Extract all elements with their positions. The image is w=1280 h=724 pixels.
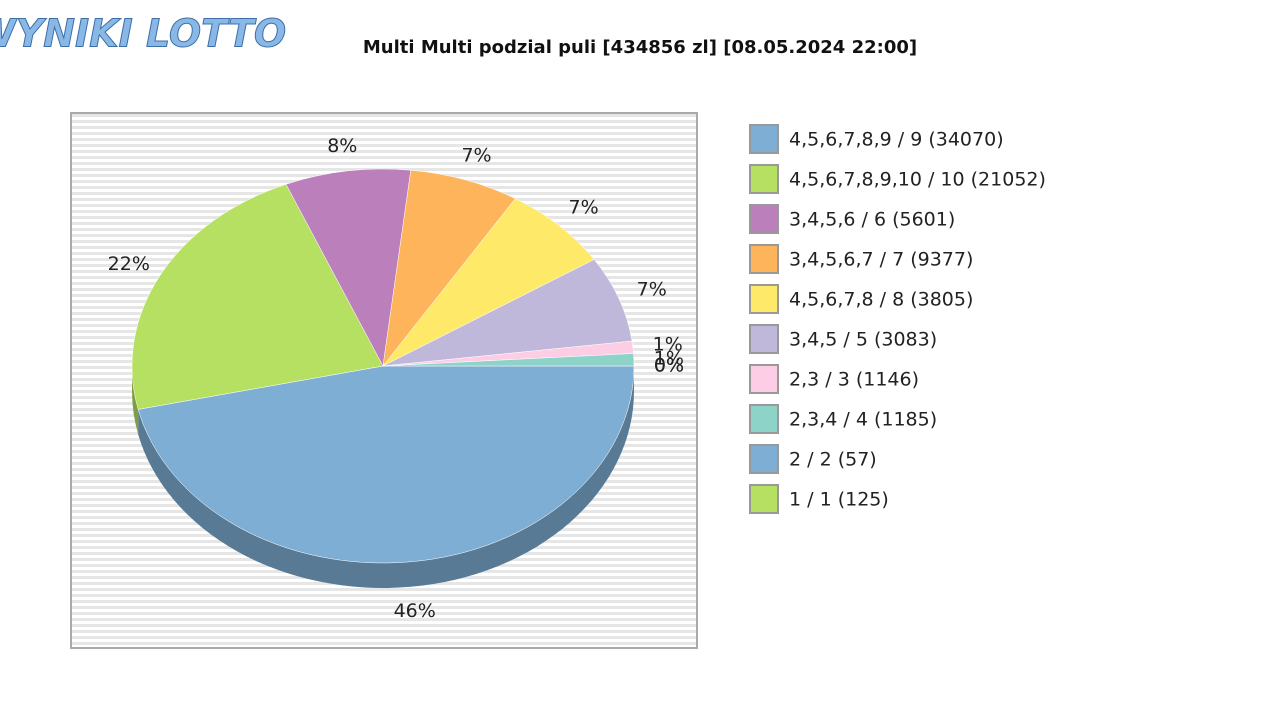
- slice-label: 46%: [394, 600, 436, 622]
- legend-swatch: [749, 124, 779, 154]
- legend-swatch: [749, 284, 779, 314]
- slice-label: 0%: [654, 355, 684, 377]
- chart-title: Multi Multi podzial puli [434856 zl] [08…: [363, 37, 917, 58]
- legend-swatch: [749, 364, 779, 394]
- slice-label: 22%: [108, 253, 150, 275]
- slice-label: 1%: [653, 333, 683, 355]
- legend-label: 4,5,6,7,8,9 / 9 (34070): [789, 129, 1004, 151]
- legend-swatch: [749, 484, 779, 514]
- slice: [382, 169, 516, 367]
- slice-label: 0%: [654, 355, 684, 377]
- slice: [382, 353, 635, 367]
- legend-swatch: [749, 404, 779, 434]
- legend-label: 2,3 / 3 (1146): [789, 369, 919, 391]
- slice: [382, 198, 595, 367]
- legend-swatch: [749, 244, 779, 274]
- slice-label: 7%: [461, 145, 491, 167]
- legend-swatch: [749, 164, 779, 194]
- logo: WYNIKI LOTTO: [0, 12, 286, 56]
- legend-label: 3,4,5,6,7 / 7 (9377): [789, 249, 973, 271]
- slice-label: 7%: [569, 196, 599, 218]
- legend-label: 3,4,5 / 5 (3083): [789, 329, 937, 351]
- slice: [382, 259, 633, 367]
- slice: [137, 365, 635, 564]
- slice: [131, 183, 384, 410]
- legend-label: 2,3,4 / 4 (1185): [789, 409, 937, 431]
- legend-label: 4,5,6,7,8,9,10 / 10 (21052): [789, 169, 1046, 191]
- legend-label: 4,5,6,7,8 / 8 (3805): [789, 289, 973, 311]
- legend-label: 3,4,5,6 / 6 (5601): [789, 209, 955, 231]
- slice: [285, 168, 412, 367]
- slice-side: [132, 366, 139, 435]
- slice-label: 1%: [654, 347, 684, 369]
- legend-label: 1 / 1 (125): [789, 489, 889, 511]
- slice-label: 8%: [327, 135, 357, 157]
- slice-label: 7%: [637, 279, 667, 301]
- legend-swatch: [749, 324, 779, 354]
- legend-label: 2 / 2 (57): [789, 449, 877, 471]
- legend-swatch: [749, 204, 779, 234]
- legend-swatch: [749, 444, 779, 474]
